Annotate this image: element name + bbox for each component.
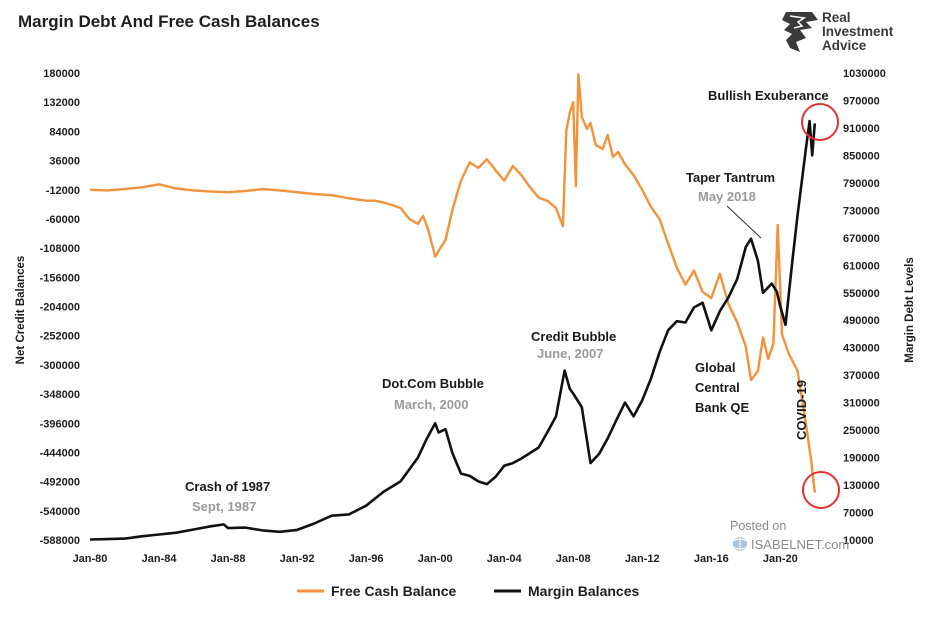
ann-taper-tantrum-sub: May 2018 (698, 189, 756, 204)
taper-tantrum-pointer (726, 205, 762, 239)
y-left-tick-label: -156000 (40, 272, 80, 284)
y-right-tick-label: 970000 (843, 95, 880, 107)
ann-taper-tantrum: Taper Tantrum (686, 170, 775, 185)
y-right-tick-label: 130000 (843, 480, 880, 492)
y-right-tick-label: 310000 (843, 398, 880, 410)
y-right-tick-label: 790000 (843, 178, 880, 190)
y-left-tick-label: -348000 (40, 389, 80, 401)
real-investment-advice-logo: Real Investment Advice (782, 10, 894, 53)
y-left-tick-label: -300000 (40, 360, 80, 372)
x-tick-label: Jan-08 (556, 553, 591, 565)
y-right-tick-label: 490000 (843, 315, 880, 327)
y-left-tick-label: -252000 (40, 331, 80, 343)
y-right-tick-label: 670000 (843, 233, 880, 245)
logo-line-3: Advice (822, 38, 867, 53)
ann-credit-bubble: Credit Bubble (531, 329, 616, 344)
y-left-tick-label: -108000 (40, 243, 80, 255)
y-left-tick-label: -492000 (40, 477, 80, 489)
ann-bullish-exuberance: Bullish Exuberance (708, 88, 829, 103)
x-tick-label: Jan-88 (211, 553, 246, 565)
logo-line-1: Real (822, 10, 851, 25)
y-left-tick-label: 36000 (49, 156, 80, 168)
isabelnet-watermark: Posted on ISABELNET.com (730, 519, 849, 552)
y-left-tick-label: -588000 (40, 535, 80, 547)
x-tick-label: Jan-16 (694, 553, 729, 565)
y-left-tick-label: 84000 (49, 126, 80, 138)
ann-covid: COVID-19 (794, 380, 809, 440)
ann-global-qe-line-1: Global (695, 360, 735, 375)
y-axis-left-label: Net Credit Balances (15, 256, 27, 365)
watermark-line-1: Posted on (730, 519, 786, 533)
x-axis-ticks: Jan-80 Jan-84 Jan-88 Jan-92 Jan-96 Jan-00 Jan-… (73, 553, 798, 565)
y-right-tick-label: 70000 (843, 508, 874, 520)
watermark-line-2: ISABELNET.com (751, 537, 849, 552)
ann-global-qe-line-3: Bank QE (695, 400, 750, 415)
legend-label-free-cash-balance: Free Cash Balance (331, 583, 456, 599)
y-right-tick-label: 370000 (843, 370, 880, 382)
x-tick-label: Jan-20 (763, 553, 798, 565)
y-axis-right-ticks: 1030000 970000 910000 850000 790000 730000 670… (843, 68, 886, 547)
ann-credit-bubble-sub: June, 2007 (537, 346, 604, 361)
eagle-icon (782, 12, 818, 52)
y-right-tick-label: 430000 (843, 343, 880, 355)
y-axis-left-ticks: 180000 132000 84000 36000 -12000 -60000 -10800… (40, 68, 80, 547)
ann-dotcom-bubble-sub: March, 2000 (394, 397, 468, 412)
y-left-tick-label: -204000 (40, 302, 80, 314)
x-tick-label: Jan-92 (280, 553, 315, 565)
x-tick-label: Jan-80 (73, 553, 108, 565)
y-left-tick-label: -540000 (40, 506, 80, 518)
ann-dotcom-bubble: Dot.Com Bubble (382, 376, 484, 391)
y-axis-right-label: Margin Debt Levels (904, 257, 916, 362)
x-tick-label: Jan-96 (349, 553, 384, 565)
y-right-tick-label: 610000 (843, 260, 880, 272)
y-right-tick-label: 910000 (843, 123, 880, 135)
y-left-tick-label: -60000 (46, 214, 80, 226)
x-tick-label: Jan-00 (418, 553, 453, 565)
ann-crash-1987: Crash of 1987 (185, 479, 270, 494)
y-right-tick-label: 1030000 (843, 68, 886, 80)
y-right-tick-label: 250000 (843, 425, 880, 437)
y-left-tick-label: 180000 (43, 68, 80, 80)
ann-crash-1987-sub: Sept, 1987 (192, 499, 256, 514)
y-left-tick-label: 132000 (43, 97, 80, 109)
series-line-free-cash-balance (89, 73, 816, 493)
y-right-tick-label: 10000 (843, 535, 874, 547)
chart-title: Margin Debt And Free Cash Balances (18, 12, 320, 31)
logo-line-2: Investment (822, 24, 894, 39)
series-line-margin-balances (89, 119, 817, 541)
x-tick-label: Jan-12 (625, 553, 660, 565)
y-right-tick-label: 850000 (843, 150, 880, 162)
x-tick-label: Jan-04 (487, 553, 523, 565)
y-right-tick-label: 730000 (843, 205, 880, 217)
x-tick-label: Jan-84 (142, 553, 178, 565)
ann-global-qe-line-2: Central (695, 380, 740, 395)
y-left-tick-label: -12000 (46, 185, 80, 197)
y-right-tick-label: 550000 (843, 288, 880, 300)
y-right-tick-label: 190000 (843, 453, 880, 465)
highlight-circle-top (801, 103, 839, 141)
y-left-tick-label: -444000 (40, 447, 80, 459)
legend-label-margin-balances: Margin Balances (528, 583, 639, 599)
highlight-circle-bottom (802, 471, 840, 509)
y-left-tick-label: -396000 (40, 418, 80, 430)
legend: Free Cash Balance Margin Balances (297, 583, 639, 599)
